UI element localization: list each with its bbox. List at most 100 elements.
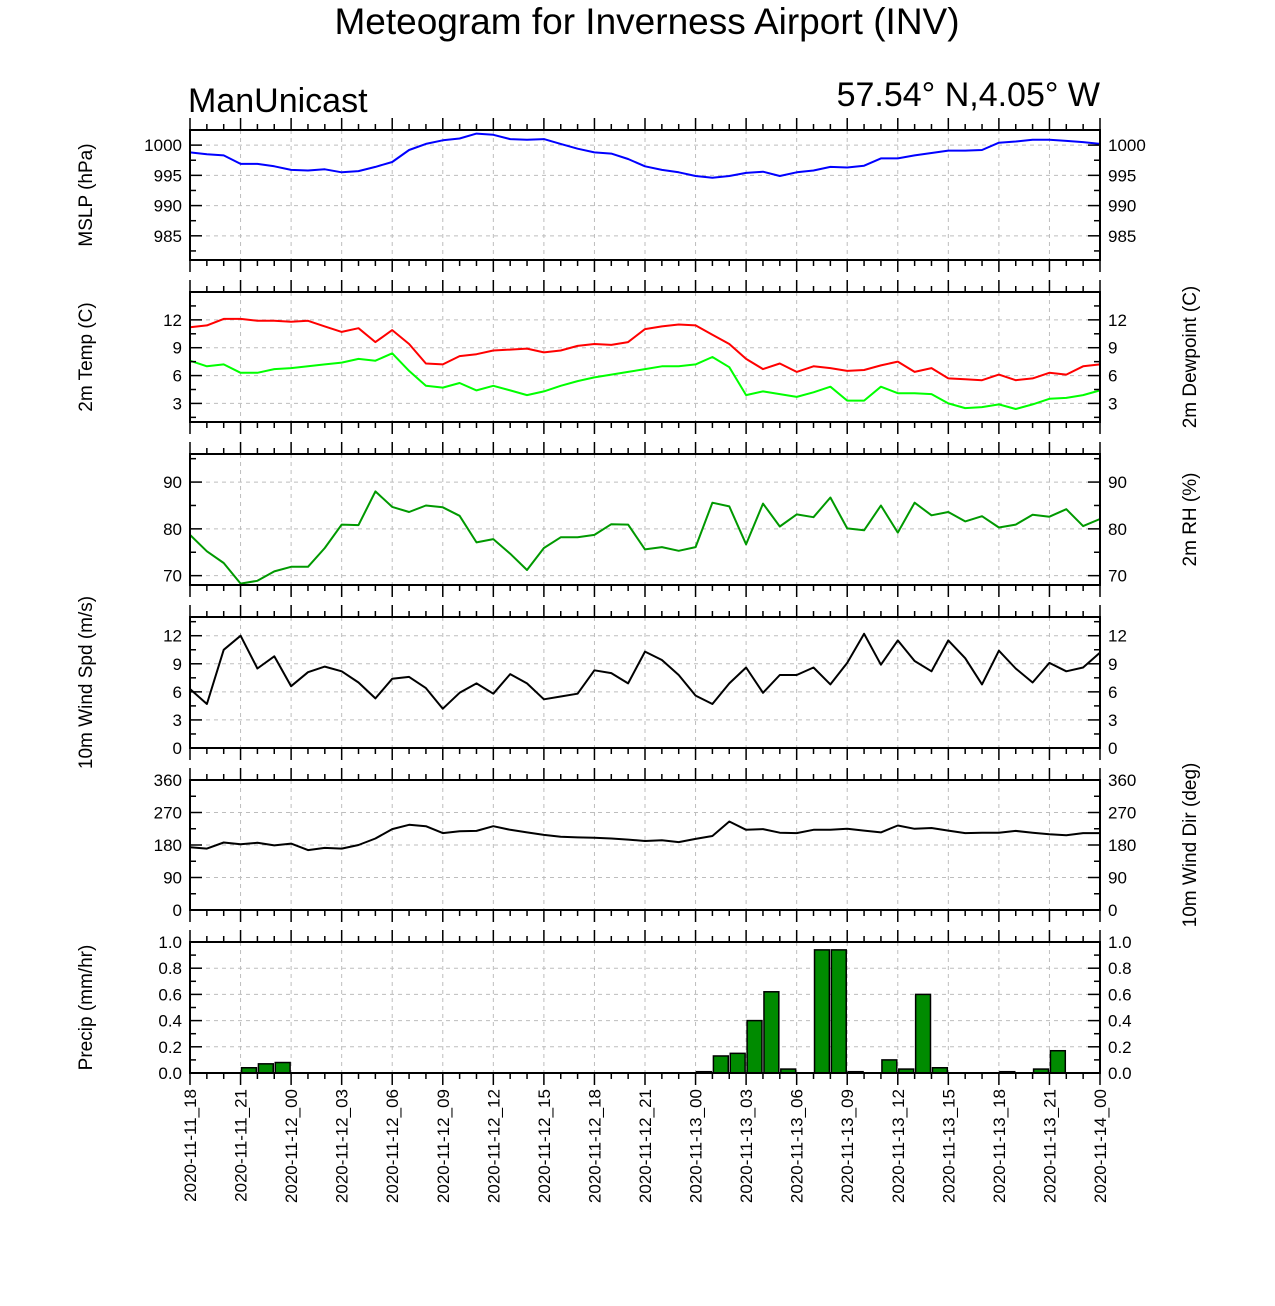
y-axis-title-right: 2m Dewpoint (C) (1180, 286, 1201, 429)
y-tick-label-right: 270 (1108, 804, 1136, 823)
y-axis-title-left: Precip (mm/hr) (76, 945, 97, 1071)
y-tick-label-left: 1.0 (158, 933, 182, 952)
y-tick-label-right: 180 (1108, 836, 1136, 855)
y-tick-label-left: 0.4 (158, 1012, 182, 1031)
x-tick-label: 2020-11-12_09 (434, 1089, 453, 1203)
chart-title: Meteogram for Inverness Airport (INV) (334, 1, 959, 42)
series-line-mslp-0 (189, 132, 1101, 179)
y-tick-label-right: 1000 (1108, 136, 1146, 155)
y-tick-label-left: 90 (163, 473, 182, 492)
y-tick-label-right: 1.0 (1108, 933, 1132, 952)
y-tick-label-left: 9 (173, 339, 182, 358)
x-tick-label: 2020-11-13_15 (939, 1089, 958, 1203)
y-tick-label-right: 0.4 (1108, 1012, 1132, 1031)
y-tick-label-right: 80 (1108, 520, 1127, 539)
y-tick-label-left: 0 (173, 739, 182, 758)
precip-bar (763, 991, 780, 1074)
y-tick-label-right: 3 (1108, 394, 1117, 413)
x-axis-time-labels: 2020-11-11_18 2020-11-11_21 2020-11-12_00 2… (181, 1089, 1110, 1203)
x-tick-label: 2020-11-12_21 (636, 1089, 655, 1203)
y-tick-label-left: 1000 (144, 136, 182, 155)
precip-bar (257, 1063, 275, 1074)
y-tick-label-right: 9 (1108, 339, 1117, 358)
y-tick-label-left: 995 (154, 166, 182, 185)
y-tick-label-left: 80 (163, 520, 182, 539)
y-tick-label-right: 3 (1108, 711, 1117, 730)
y-tick-label-right: 990 (1108, 197, 1136, 216)
precip-bar (746, 1019, 763, 1074)
series-line-wdir-0 (189, 820, 1100, 852)
panel-wspd: 0 0 3 3 6 6 9 9 12 12 10m Wind Spd (m/s) (76, 596, 1127, 769)
y-tick-label-left: 12 (163, 311, 182, 330)
y-tick-label-left: 6 (173, 367, 182, 386)
x-tick-label: 2020-11-13_09 (838, 1089, 857, 1203)
y-axis-title-right: 10m Wind Dir (deg) (1180, 763, 1201, 928)
precip-bar (914, 993, 932, 1074)
y-axis-title-left: 10m Wind Spd (m/s) (76, 596, 97, 769)
series-line-rh-0 (189, 490, 1101, 585)
y-tick-label-left: 0 (173, 901, 182, 920)
x-tick-label: 2020-11-12_03 (333, 1089, 352, 1203)
y-tick-label-left: 360 (154, 771, 182, 790)
y-tick-label-right: 90 (1108, 869, 1127, 888)
y-tick-label-right: 995 (1108, 166, 1136, 185)
y-tick-label-left: 90 (163, 869, 182, 888)
y-tick-label-left: 12 (163, 627, 182, 646)
y-tick-label-right: 360 (1108, 771, 1136, 790)
precip-bar (274, 1061, 291, 1074)
chart-subtitle-right: 57.54° N,4.05° W (837, 76, 1100, 114)
y-tick-label-right: 6 (1108, 683, 1117, 702)
panel-rh: 70 70 80 80 90 90 2m RH (%) (163, 442, 1201, 597)
y-tick-label-left: 0.6 (158, 985, 182, 1004)
x-tick-label: 2020-11-12_18 (585, 1089, 604, 1203)
x-tick-label: 2020-11-12_12 (484, 1089, 503, 1203)
precip-bar (813, 949, 831, 1074)
y-tick-label-right: 0.6 (1108, 985, 1132, 1004)
y-tick-label-right: 9 (1108, 655, 1117, 674)
x-tick-label: 2020-11-13_00 (687, 1089, 706, 1203)
y-tick-label-left: 0.2 (158, 1038, 182, 1057)
x-tick-label: 2020-11-13_06 (788, 1089, 807, 1203)
y-tick-label-left: 9 (173, 655, 182, 674)
precip-bar (712, 1055, 730, 1074)
x-tick-label: 2020-11-11_21 (232, 1089, 251, 1202)
x-tick-label: 2020-11-12_00 (282, 1089, 301, 1203)
y-tick-label-right: 6 (1108, 367, 1117, 386)
precip-bar (830, 949, 847, 1074)
y-tick-label-right: 0.0 (1108, 1064, 1132, 1083)
series-line-temp-0 (189, 317, 1101, 382)
chart-subtitle-left: ManUnicast (188, 82, 368, 120)
precip-bar (881, 1059, 898, 1074)
y-tick-label-right: 90 (1108, 473, 1127, 492)
y-tick-label-right: 12 (1108, 311, 1127, 330)
y-tick-label-right: 0 (1108, 739, 1117, 758)
y-tick-label-left: 6 (173, 683, 182, 702)
x-tick-label: 2020-11-13_03 (737, 1089, 756, 1203)
x-tick-label: 2020-11-12_15 (535, 1089, 554, 1203)
y-tick-label-right: 0.8 (1108, 959, 1132, 978)
y-tick-label-left: 0.8 (158, 959, 182, 978)
panel-wdir: 0 0 90 90 180 180 270 270 360 360 10m Wind Dir (de… (154, 763, 1201, 928)
y-tick-label-left: 270 (154, 804, 182, 823)
y-tick-label-right: 985 (1108, 227, 1136, 246)
x-tick-label: 2020-11-13_12 (889, 1089, 908, 1203)
precip-bar (1049, 1049, 1067, 1074)
x-tick-label: 2020-11-12_06 (383, 1089, 402, 1203)
y-tick-label-right: 70 (1108, 567, 1127, 586)
x-tick-label: 2020-11-13_21 (1040, 1089, 1059, 1203)
y-tick-label-left: 0.0 (158, 1064, 182, 1083)
precip-bar (729, 1052, 746, 1074)
panel-temp: 3 3 6 6 9 9 12 12 2m Temp (C) 2m Dewpoint (C) (76, 280, 1201, 434)
panel-precip: 0.0 0.0 0.2 0.2 0.4 0.4 0.6 0.6 0.8 0.8 1.0 1.0 Prec… (76, 930, 1132, 1085)
y-axis-title-right: 2m RH (%) (1180, 473, 1201, 567)
series-line-wspd-0 (189, 632, 1101, 710)
y-tick-label-left: 985 (154, 227, 182, 246)
y-tick-label-left: 180 (154, 836, 182, 855)
y-tick-label-left: 3 (173, 394, 182, 413)
y-tick-label-left: 70 (163, 567, 182, 586)
x-tick-label: 2020-11-14_00 (1091, 1089, 1110, 1203)
panel-mslp: 985 985 990 990 995 995 1000 1000 MSLP (hPa) (76, 118, 1146, 272)
